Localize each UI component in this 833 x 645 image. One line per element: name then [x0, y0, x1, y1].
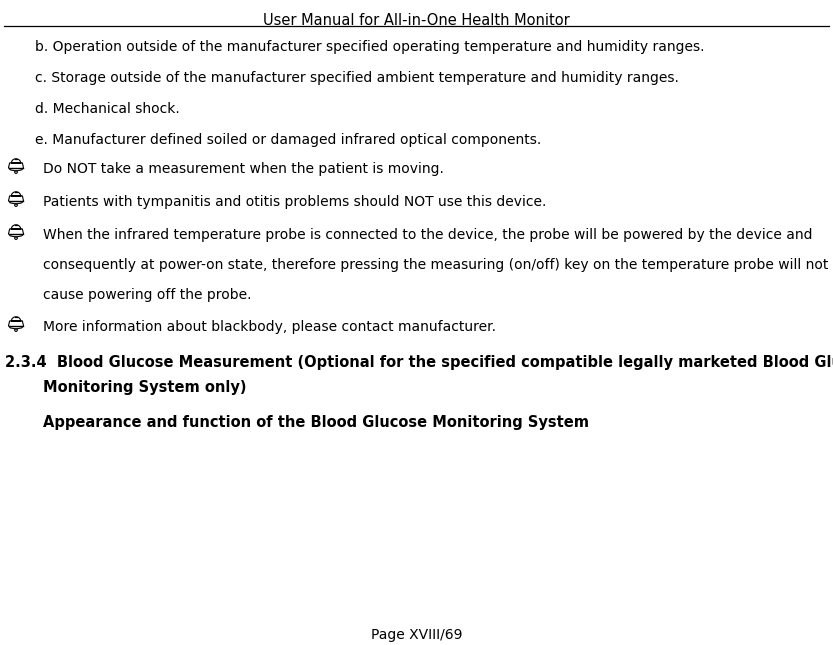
Text: Page XVIII/69: Page XVIII/69: [371, 628, 462, 642]
Polygon shape: [8, 192, 23, 204]
Polygon shape: [8, 159, 23, 171]
Text: Patients with tympanitis and otitis problems should NOT use this device.: Patients with tympanitis and otitis prob…: [43, 195, 546, 209]
Text: consequently at power-on state, therefore pressing the measuring (on/off) key on: consequently at power-on state, therefor…: [43, 258, 828, 272]
Text: Appearance and function of the Blood Glucose Monitoring System: Appearance and function of the Blood Glu…: [43, 415, 589, 430]
Text: User Manual for All-in-One Health Monitor: User Manual for All-in-One Health Monito…: [263, 13, 570, 28]
Text: 2.3.4  Blood Glucose Measurement (Optional for the specified compatible legally : 2.3.4 Blood Glucose Measurement (Optiona…: [5, 355, 833, 370]
Polygon shape: [8, 317, 23, 329]
Text: e. Manufacturer defined soiled or damaged infrared optical components.: e. Manufacturer defined soiled or damage…: [35, 133, 541, 147]
Text: More information about blackbody, please contact manufacturer.: More information about blackbody, please…: [43, 320, 496, 334]
Polygon shape: [8, 225, 23, 237]
Text: cause powering off the probe.: cause powering off the probe.: [43, 288, 252, 302]
Text: b. Operation outside of the manufacturer specified operating temperature and hum: b. Operation outside of the manufacturer…: [35, 40, 705, 54]
Text: Do NOT take a measurement when the patient is moving.: Do NOT take a measurement when the patie…: [43, 162, 444, 176]
Text: When the infrared temperature probe is connected to the device, the probe will b: When the infrared temperature probe is c…: [43, 228, 812, 242]
Text: d. Mechanical shock.: d. Mechanical shock.: [35, 102, 180, 116]
Text: c. Storage outside of the manufacturer specified ambient temperature and humidit: c. Storage outside of the manufacturer s…: [35, 71, 679, 85]
Text: Monitoring System only): Monitoring System only): [43, 380, 247, 395]
